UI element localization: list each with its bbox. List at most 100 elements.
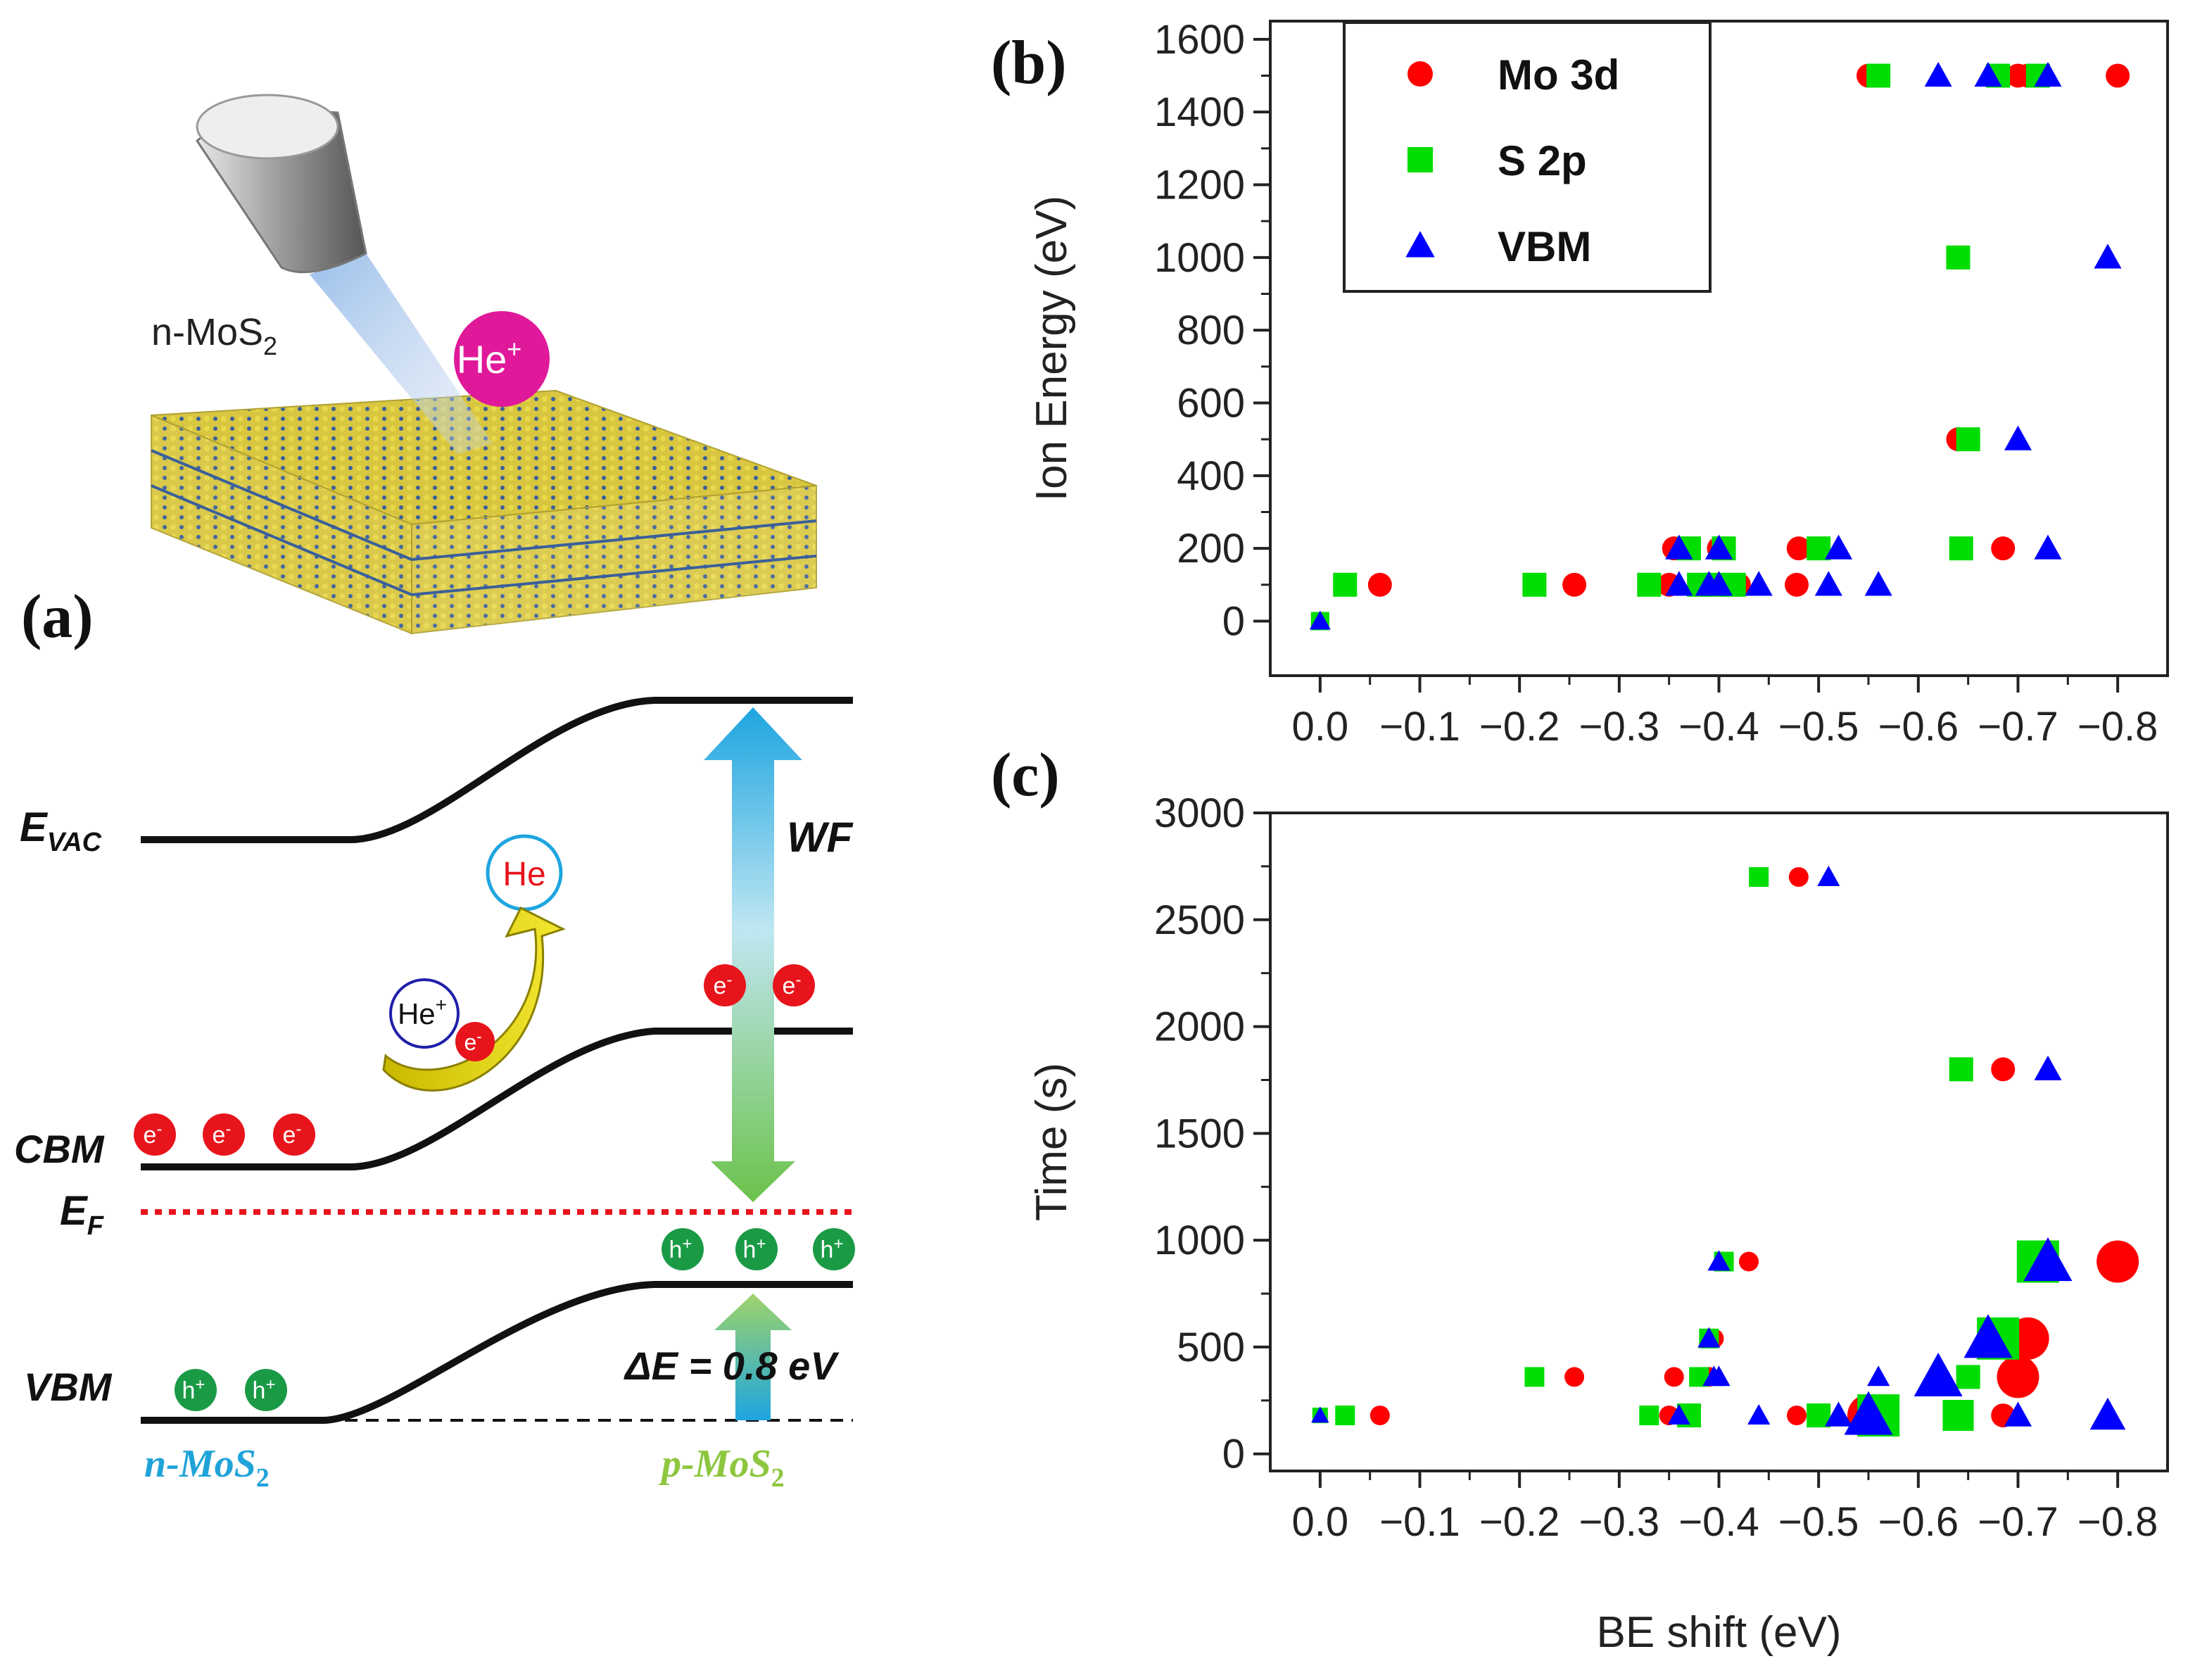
y-tick-label: 200 — [1177, 526, 1245, 571]
svg-text:He: He — [502, 856, 545, 893]
data-point — [1844, 1391, 1893, 1435]
data-point — [2034, 61, 2062, 87]
x-tick-label: −0.7 — [1978, 704, 2058, 750]
y-tick-label: 800 — [1177, 308, 1245, 353]
holes: h+ h+ h+ h+ h+ — [175, 1228, 855, 1411]
data-point — [1311, 1406, 1329, 1423]
mos2-crystal-illustration — [151, 389, 817, 635]
x-tick-label: 0.0 — [1292, 704, 1349, 750]
data-point — [1786, 536, 1811, 561]
data-point — [1747, 1403, 1771, 1425]
data-point — [2034, 534, 2062, 560]
data-point — [1704, 571, 1733, 596]
x-tick-label: −0.4 — [1678, 1499, 1759, 1545]
data-point — [2094, 244, 2122, 269]
legend-label: VBM — [1498, 223, 1591, 270]
series-vbm — [1309, 61, 2122, 630]
data-point — [2004, 1401, 2032, 1427]
hole-4: h+ — [813, 1228, 855, 1270]
y-tick-label: 400 — [1177, 453, 1245, 499]
label-cbm: CBM — [14, 1127, 105, 1171]
y-tick-label: 1000 — [1154, 235, 1245, 281]
data-point — [1949, 536, 1973, 561]
electron-0: e- — [134, 1113, 176, 1156]
y-tick-label: 2500 — [1154, 897, 1245, 943]
data-point — [1637, 572, 1662, 597]
hole-0: h+ — [175, 1369, 217, 1411]
label-evac: EVAC — [20, 804, 102, 857]
x-tick-label: −0.8 — [2077, 1499, 2158, 1545]
hole-3: h+ — [735, 1228, 778, 1270]
data-point — [1367, 572, 1392, 597]
data-point — [1333, 572, 1358, 597]
y-axis-label: Ion Energy (eV) — [1027, 196, 1076, 501]
data-point — [1913, 1352, 1963, 1397]
data-point — [1335, 1406, 1355, 1426]
data-point — [1866, 63, 1891, 88]
electron-4: e- — [773, 964, 815, 1006]
legend-marker — [1405, 231, 1435, 258]
panel-a: n-MoS2 He+ (a) EVAC CBM EF VBM WF ΔE = 0… — [14, 94, 855, 1493]
legend-marker — [1408, 147, 1433, 172]
svg-text:He+: He+ — [398, 994, 447, 1030]
x-axis-label: BE shift (eV) — [1597, 1608, 1842, 1657]
y-tick-label: 0 — [1222, 599, 1245, 645]
data-point — [1864, 571, 1892, 596]
electron-1: e- — [203, 1113, 245, 1156]
y-tick-label: 1200 — [1154, 163, 1245, 208]
y-tick-label: 1500 — [1154, 1111, 1245, 1156]
svg-text:h+: h+ — [253, 1375, 276, 1404]
neutralization-arrow — [382, 906, 566, 1092]
data-point — [1739, 1251, 1759, 1272]
x-tick-label: −0.3 — [1579, 1499, 1660, 1545]
data-point — [1963, 1314, 2013, 1358]
sample-label: n-MoS2 — [151, 311, 277, 360]
data-point — [1562, 572, 1587, 597]
data-point — [1867, 1365, 1890, 1387]
y-tick-label: 3000 — [1154, 790, 1245, 836]
vbm-band — [141, 1281, 853, 1424]
wf-label: WF — [787, 814, 854, 861]
y-tick-label: 1400 — [1154, 89, 1245, 135]
captured-electron: e- — [455, 1022, 495, 1061]
panel-label-a: (a) — [21, 583, 94, 651]
evac-band — [141, 697, 853, 843]
data-point — [1942, 1400, 1974, 1432]
data-point — [1667, 1403, 1690, 1425]
data-point — [1974, 61, 2002, 87]
hole-1: h+ — [245, 1369, 287, 1411]
cbm-band — [141, 1028, 853, 1170]
data-point — [1704, 534, 1733, 560]
data-point — [1664, 1367, 1684, 1387]
x-tick-label: −0.3 — [1579, 704, 1660, 750]
data-point — [1788, 867, 1809, 888]
data-point — [1991, 536, 2016, 561]
data-point — [1707, 1250, 1731, 1271]
data-point — [1991, 1057, 2016, 1082]
x-tick-label: −0.5 — [1778, 1499, 1859, 1545]
delta-e-label: ΔE = 0.8 eV — [624, 1344, 840, 1388]
x-tick-label: −0.5 — [1778, 704, 1859, 750]
data-point — [2023, 1237, 2073, 1282]
legend: Mo 3d S 2p VBM — [1343, 21, 1712, 293]
x-tick-label: −0.4 — [1678, 704, 1759, 750]
legend-label: S 2p — [1498, 137, 1587, 184]
plot-c-time: 0.0 −0.1 −0.2 −0.3 −0.4 −0.5 −0.6 −0.7 −0.8 0 500 1… — [991, 741, 2169, 1657]
data-point — [1997, 1356, 2039, 1398]
y-axis-label: Time (s) — [1027, 1063, 1076, 1221]
electrons: e-e-e-e-e- — [134, 964, 815, 1156]
x-tick-label: −0.8 — [2077, 704, 2158, 750]
ion-source-tip — [196, 94, 493, 454]
he-ion-ball: He+ — [454, 311, 550, 407]
x-tick-label: −0.2 — [1479, 1499, 1560, 1545]
neutral-he: He — [486, 834, 563, 911]
y-tick-label: 500 — [1177, 1325, 1245, 1370]
data-point — [1814, 571, 1842, 596]
x-tick-label: −0.6 — [1878, 704, 1959, 750]
y-tick-label: 1600 — [1154, 17, 1245, 63]
data-point — [1817, 865, 1840, 886]
data-point — [2004, 425, 2032, 450]
data-point — [1824, 534, 1853, 560]
data-point — [1946, 245, 1971, 270]
